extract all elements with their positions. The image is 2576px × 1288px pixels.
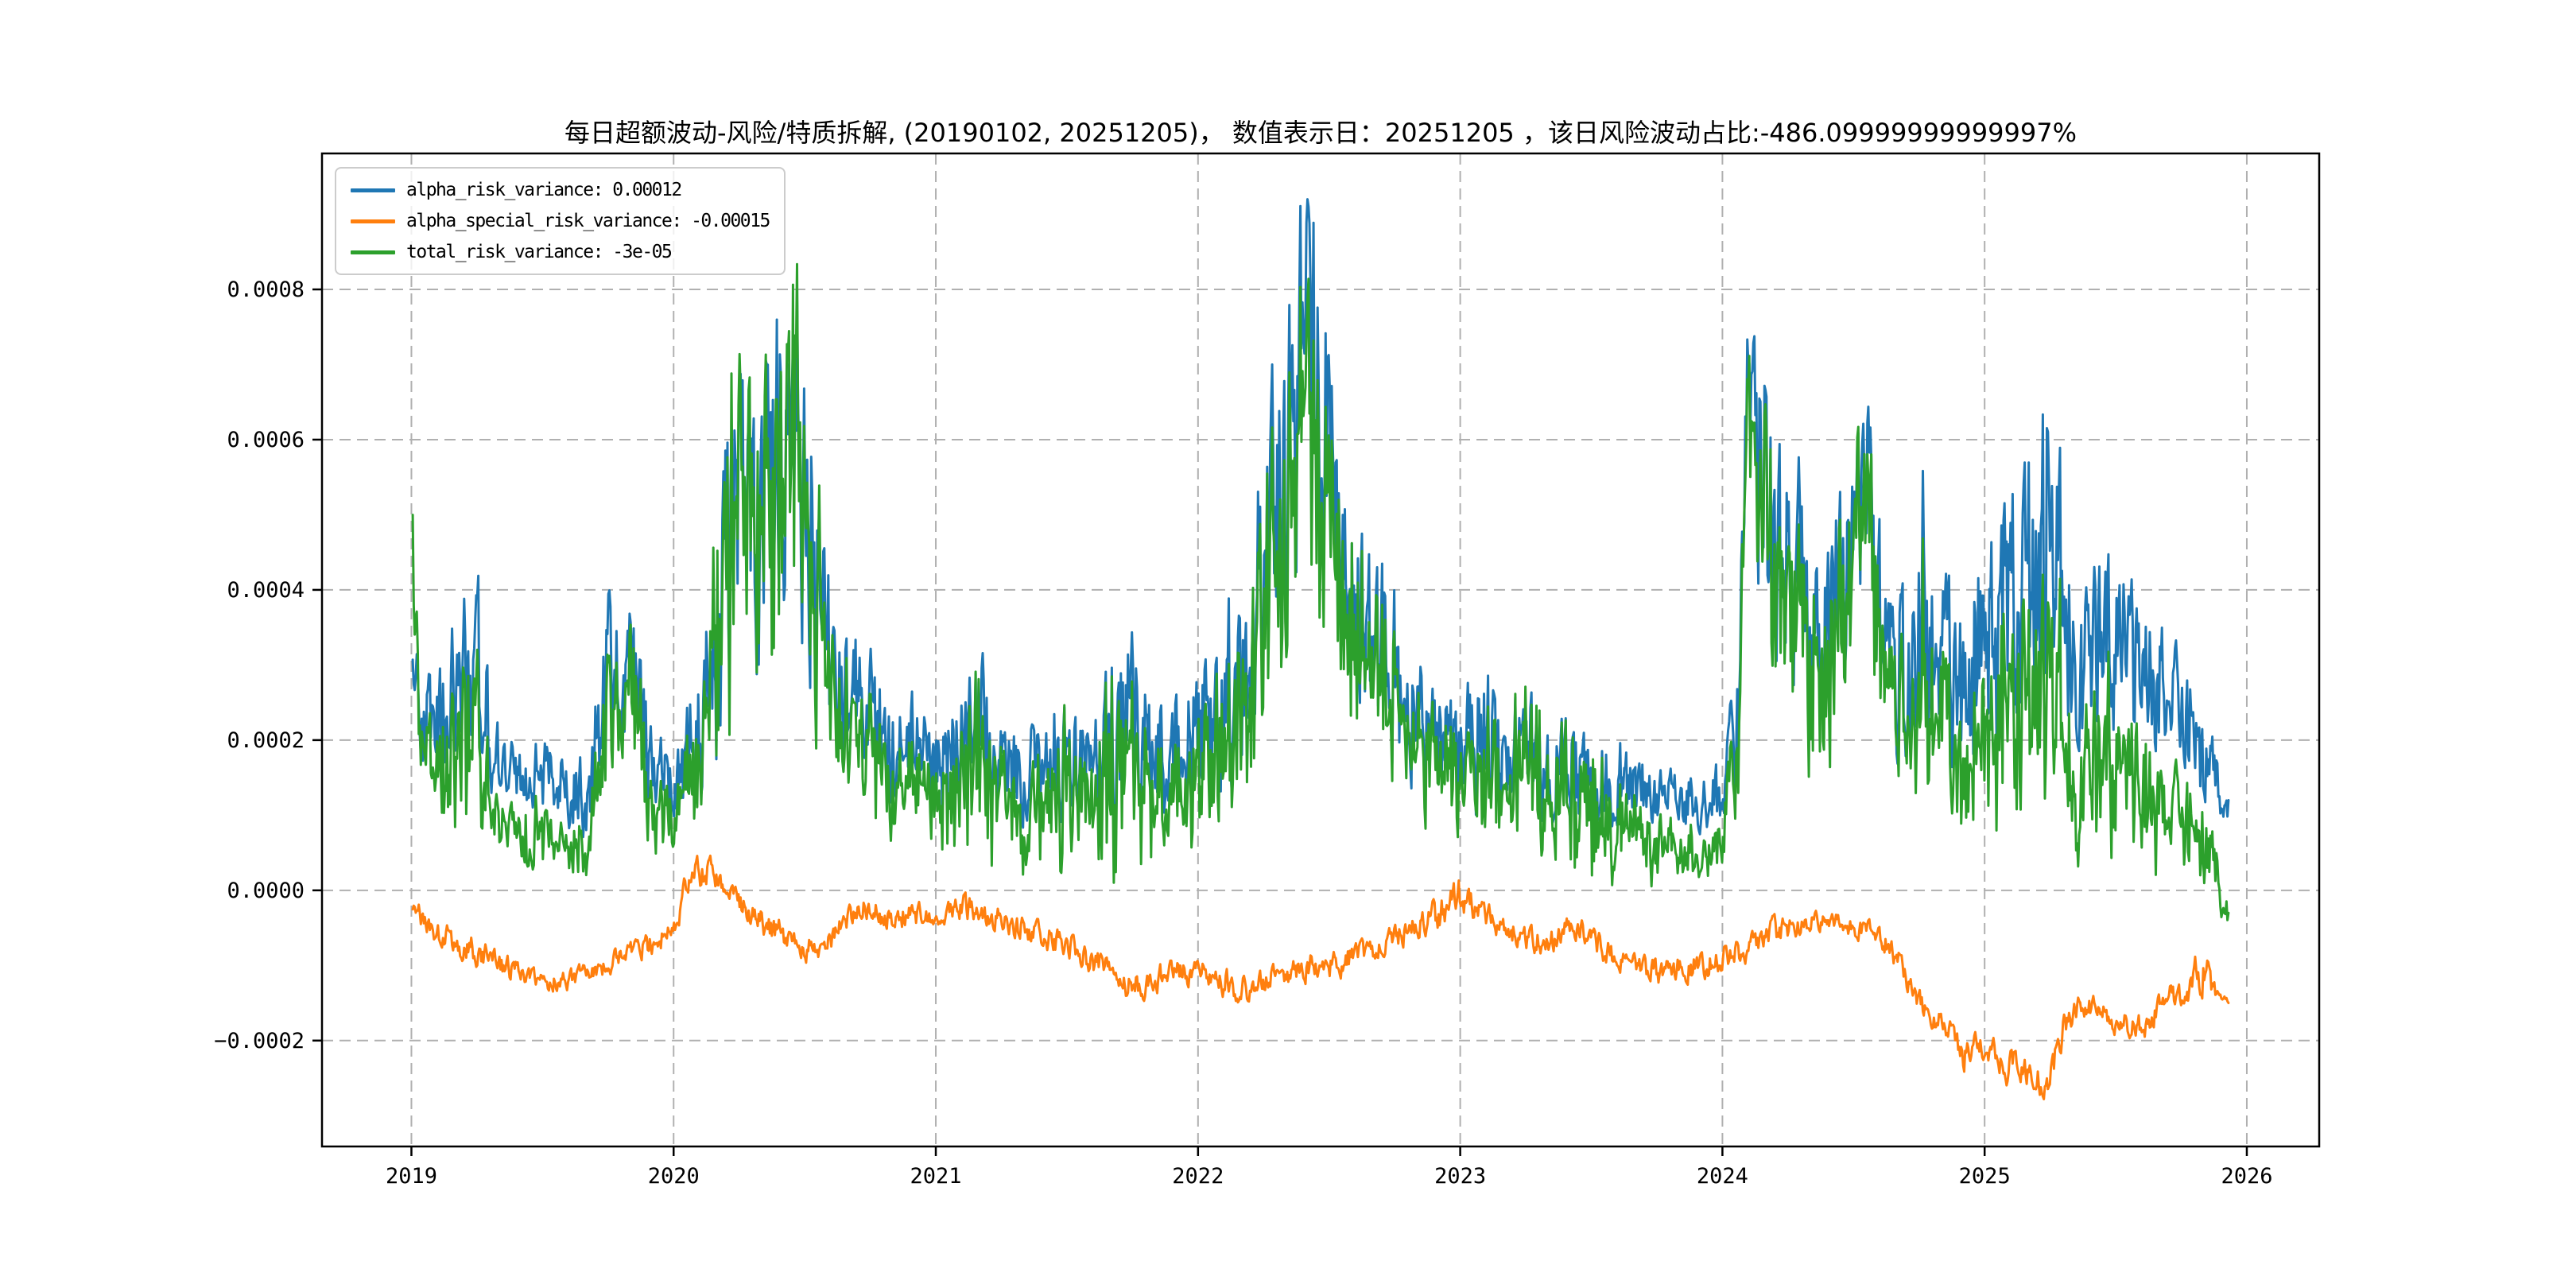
x-tick-label-2021: 2021: [910, 1164, 962, 1189]
legend-label-alpha-special-risk-variance: alpha_special_risk_variance: -0.00015: [406, 211, 770, 231]
series-line-total_risk_variance: [411, 262, 2230, 921]
y-tick-label-0.0002: 0.0002: [227, 728, 305, 753]
y-tick-label-0.0004: 0.0004: [227, 578, 305, 603]
x-tick-label-2024: 2024: [1697, 1164, 1748, 1189]
x-tick-label-2022: 2022: [1172, 1164, 1224, 1189]
legend-item-total-risk-variance: total_risk_variance: -3e-05: [351, 240, 770, 264]
y-tick-label-0.0006: 0.0006: [227, 428, 305, 452]
legend-line-sample-green: [351, 250, 395, 254]
y-tick-label-−0.0002: −0.0002: [214, 1029, 305, 1053]
y-tick-label-0.0008: 0.0008: [227, 277, 305, 302]
legend-line-sample-orange: [351, 219, 395, 223]
legend-line-sample-blue: [351, 188, 395, 192]
x-tick-label-2023: 2023: [1434, 1164, 1486, 1189]
legend-label-alpha-risk-variance: alpha_risk_variance: 0.00012: [406, 180, 682, 200]
legend-label-total-risk-variance: total_risk_variance: -3e-05: [406, 242, 673, 262]
legend-item-alpha-risk-variance: alpha_risk_variance: 0.00012: [351, 178, 770, 202]
legend: alpha_risk_variance: 0.00012 alpha_speci…: [335, 167, 786, 275]
series-line-alpha_special_risk_variance: [411, 854, 2230, 1100]
axes-frame: [320, 152, 2321, 1148]
x-tick-label-2019: 2019: [386, 1164, 437, 1189]
x-tick-label-2025: 2025: [1959, 1164, 2011, 1189]
x-tick-label-2026: 2026: [2221, 1164, 2272, 1189]
y-tick-label-0.0000: 0.0000: [227, 879, 305, 903]
legend-item-alpha-special-risk-variance: alpha_special_risk_variance: -0.00015: [351, 209, 770, 233]
x-tick-label-2020: 2020: [648, 1164, 700, 1189]
chart-title: 每日超额波动-风险/特质拆解, (20190102, 20251205)， 数值…: [564, 118, 2077, 148]
